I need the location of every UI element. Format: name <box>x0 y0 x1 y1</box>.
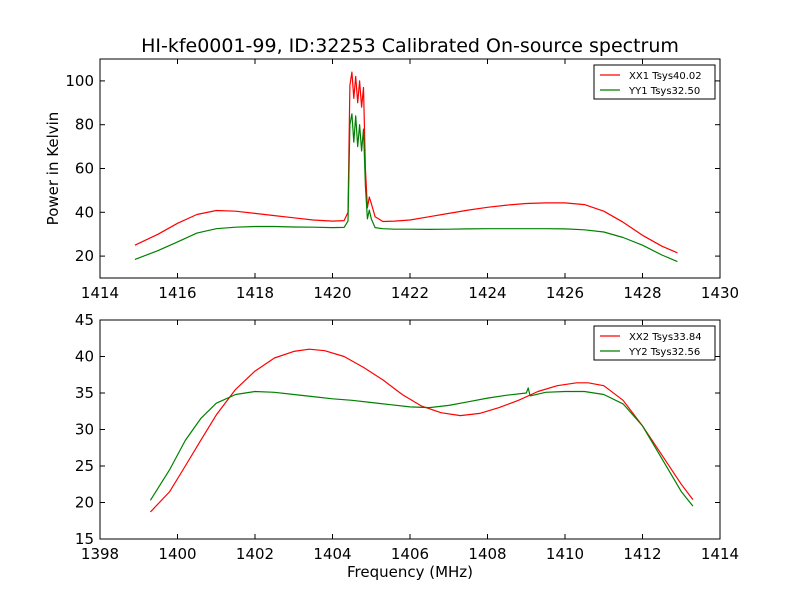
x-tick-label: 1428 <box>623 284 661 302</box>
x-tick-label: 1410 <box>546 545 584 563</box>
y-tick-label: 40 <box>75 348 94 366</box>
legend-label: XX2 Tsys33.84 <box>629 332 702 343</box>
chart-panel-1: 1414 1416 1418 1420 1422 1424 1426 1428 1430 20 40… <box>44 35 739 302</box>
x-tick-label: 1402 <box>236 545 274 563</box>
legend: XX1 Tsys40.02 YY1 Tsys32.50 <box>593 64 716 100</box>
x-tick-label: 1426 <box>546 284 584 302</box>
series-line-2-2 <box>149 387 694 507</box>
x-tick-label: 1404 <box>313 545 351 563</box>
legend-label: YY1 Tsys32.50 <box>628 86 700 97</box>
x-tick-label: 1416 <box>158 284 196 302</box>
y-tick-label: 25 <box>75 457 94 475</box>
y-axis-label: Power in Kelvin <box>44 112 62 226</box>
x-tick-label: 1398 <box>81 545 119 563</box>
y-tick-label: 60 <box>75 160 94 178</box>
legend-box <box>593 64 716 100</box>
y-tick-label: 30 <box>75 421 94 439</box>
x-tick-label: 1422 <box>391 284 429 302</box>
y-tick-label: 20 <box>75 494 94 512</box>
x-tick-label: 1414 <box>81 284 119 302</box>
x-tick-label: 1414 <box>701 545 739 563</box>
chart-panel-2: 1398 1400 1402 1404 1406 1408 1410 1412 1414 15 20… <box>75 311 739 581</box>
y-tick-label: 45 <box>75 311 94 329</box>
y-tick-label: 35 <box>75 384 94 402</box>
x-tick-label: 1400 <box>158 545 196 563</box>
x-tick-label: 1420 <box>313 284 351 302</box>
legend-label: YY2 Tsys32.56 <box>628 347 700 358</box>
y-tick-label: 80 <box>75 116 94 134</box>
chart-title: HI-kfe0001-99, ID:32253 Calibrated On-so… <box>141 35 679 57</box>
x-tick-label: 1406 <box>391 545 429 563</box>
y-tick-label: 40 <box>75 203 94 221</box>
y-tick-label: 100 <box>65 72 94 90</box>
y-tick-label: 15 <box>75 530 94 548</box>
x-axis-label: Frequency (MHz) <box>347 563 473 581</box>
x-tick-label: 1412 <box>623 545 661 563</box>
x-tick-label: 1418 <box>236 284 274 302</box>
legend: XX2 Tsys33.84 YY2 Tsys32.56 <box>593 325 716 361</box>
x-tick-label: 1424 <box>468 284 506 302</box>
y-tick-label: 20 <box>75 247 94 265</box>
legend-label: XX1 Tsys40.02 <box>629 71 702 82</box>
series-line-2-1 <box>149 348 694 513</box>
x-tick-label: 1408 <box>468 545 506 563</box>
x-tick-label: 1430 <box>701 284 739 302</box>
legend-box <box>593 325 716 361</box>
series-line-1-2 <box>134 113 678 263</box>
chart-panels: 1414 1416 1418 1420 1422 1424 1426 1428 1430 20 40… <box>44 35 739 581</box>
